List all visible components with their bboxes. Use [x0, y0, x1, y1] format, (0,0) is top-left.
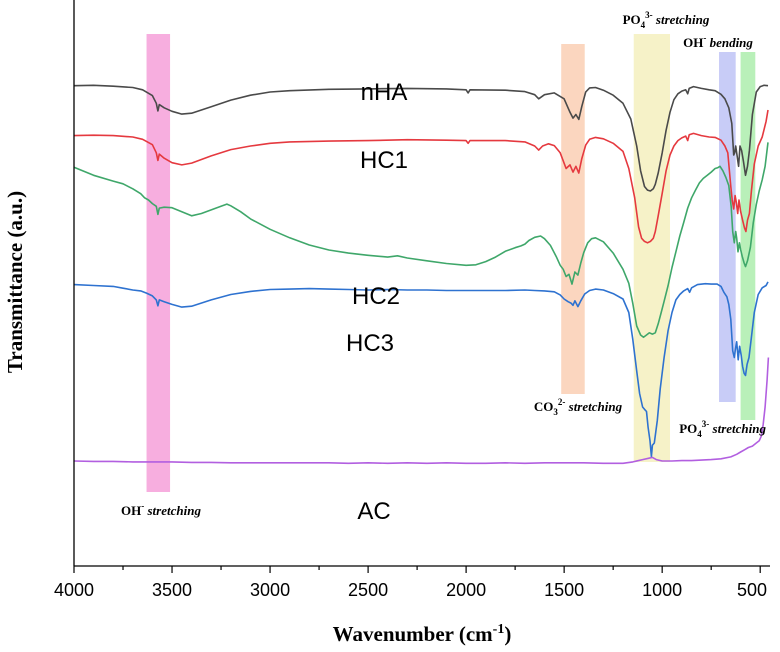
band-4: [740, 52, 756, 420]
x-tick-label-500: 500: [737, 580, 767, 600]
plot-frame: [73, 0, 770, 567]
band-1: [561, 44, 585, 394]
annotation-po4-stretching-bottom: PO43- stretching: [679, 419, 766, 439]
x-tick-label-1500: 1500: [544, 580, 584, 600]
x-tick-label-3000: 3000: [250, 580, 290, 600]
series-line-hc1: [73, 109, 769, 244]
series-label-nha: nHA: [361, 79, 408, 106]
series-line-hc2: [73, 142, 769, 339]
x-ticks: 4000 3500 3000 2500 2000 1500 1000 500: [54, 566, 767, 600]
spectra-layer: [73, 84, 770, 465]
annotation-oh-bending: OH- bending: [683, 33, 753, 50]
x-tick-label-1000: 1000: [642, 580, 682, 600]
band-2: [633, 34, 671, 462]
series-label-hc2: HC2: [352, 283, 400, 310]
band-highlights: [146, 34, 756, 492]
series-line-nha: [73, 84, 769, 192]
x-tick-label-4000: 4000: [54, 580, 94, 600]
series-line-hc3: [73, 281, 769, 458]
x-tick-label-3500: 3500: [152, 580, 192, 600]
band-3: [719, 52, 736, 402]
series-label-hc1: HC1: [360, 147, 408, 174]
x-tick-label-2000: 2000: [446, 580, 486, 600]
series-line-ac: [73, 357, 770, 465]
annotation-po4-stretching-top: PO43- stretching: [623, 10, 710, 30]
band-0: [146, 34, 171, 492]
annotation-oh-stretching: OH- stretching: [121, 501, 201, 518]
x-tick-label-2500: 2500: [348, 580, 388, 600]
annotation-co3-stretching: CO32- stretching: [534, 397, 623, 417]
y-axis-title: Transmittance (a.u.): [3, 191, 27, 373]
x-axis-title: Wavenumber (cm-1): [333, 622, 512, 646]
series-label-hc3: HC3: [346, 330, 394, 357]
series-label-ac: AC: [357, 498, 390, 525]
